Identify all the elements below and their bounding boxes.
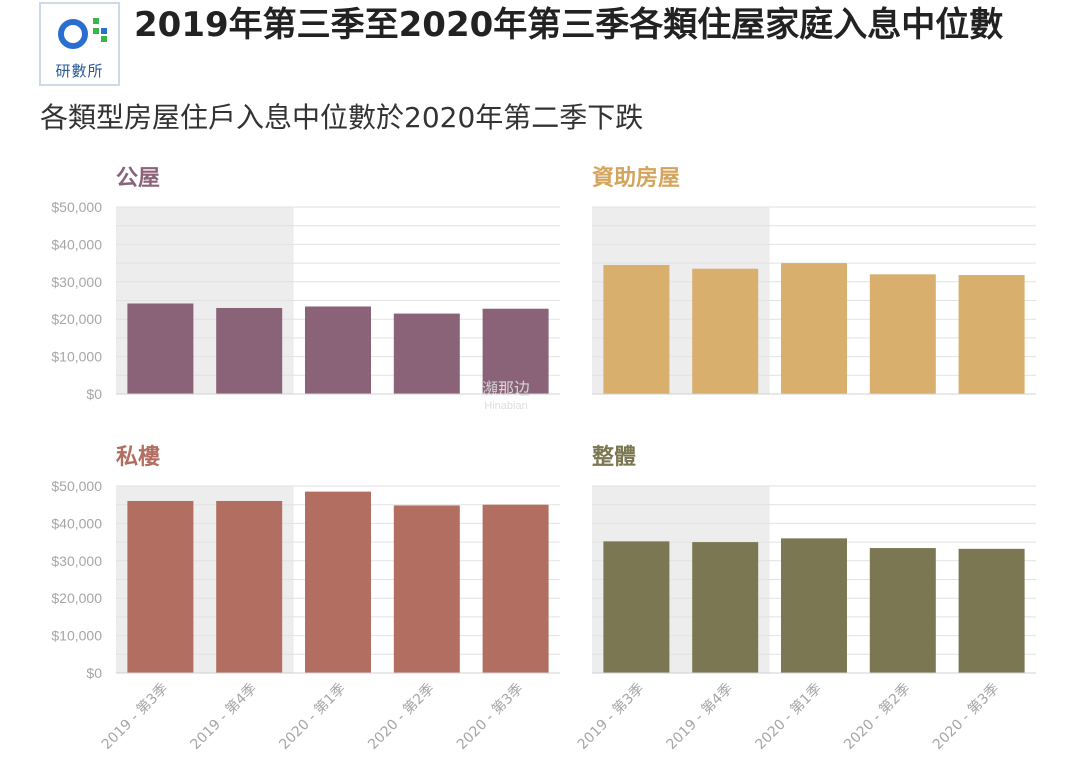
y-tick-label: $10,000 bbox=[51, 349, 102, 365]
bar bbox=[393, 505, 460, 673]
bar bbox=[869, 548, 936, 673]
y-tick-label: $0 bbox=[86, 665, 102, 681]
y-tick-label: $40,000 bbox=[51, 236, 102, 252]
x-tick-label: 2020 - 第1季 bbox=[752, 680, 825, 753]
y-tick-label: $30,000 bbox=[51, 553, 102, 569]
bar bbox=[781, 263, 847, 394]
x-tick-label: 2019 - 第3季 bbox=[98, 680, 171, 753]
bar bbox=[692, 542, 759, 673]
y-tick-label: $50,000 bbox=[51, 478, 102, 494]
bar bbox=[781, 538, 847, 673]
y-tick-label: $20,000 bbox=[51, 590, 102, 606]
bar bbox=[958, 548, 1025, 673]
x-tick-label: 2020 - 第1季 bbox=[276, 680, 349, 753]
x-tick-label: 2020 - 第3季 bbox=[453, 680, 526, 753]
bar bbox=[603, 264, 670, 394]
y-tick-label: $0 bbox=[86, 386, 102, 402]
chart-panel-3: $0 $10,000 $20,000 $30,000 $40,000 $50,000 私樓 2… bbox=[51, 445, 560, 753]
y-tick-label: $40,000 bbox=[51, 515, 102, 531]
watermark-subtext: Hinabian bbox=[484, 400, 527, 412]
bar bbox=[692, 268, 759, 394]
y-tick-label: $50,000 bbox=[51, 199, 102, 215]
y-tick-label: $10,000 bbox=[51, 628, 102, 644]
x-tick-label: 2020 - 第2季 bbox=[840, 680, 913, 753]
bar bbox=[216, 307, 283, 394]
logo-text: 研數所 bbox=[55, 62, 104, 80]
panel-title: 私樓 bbox=[116, 445, 160, 470]
bar bbox=[305, 491, 371, 673]
chart-panel-2: 資助房屋 bbox=[592, 165, 1036, 395]
y-tick-label: $20,000 bbox=[51, 311, 102, 327]
x-tick-label: 2019 - 第3季 bbox=[574, 680, 647, 753]
brand-logo: 研數所 bbox=[39, 2, 120, 86]
bar bbox=[482, 308, 549, 394]
page-subtitle: 各類型房屋住戶入息中位數於2020年第二季下跌 bbox=[40, 101, 644, 134]
bar bbox=[127, 303, 194, 394]
x-tick-label: 2019 - 第4季 bbox=[663, 680, 736, 753]
bar bbox=[869, 274, 936, 394]
bar bbox=[958, 275, 1025, 394]
y-tick-label: $30,000 bbox=[51, 274, 102, 290]
panel-title: 公屋 bbox=[116, 166, 160, 191]
bar bbox=[127, 500, 194, 673]
page-title: 2019年第三季至2020年第三季各類住屋家庭入息中位數 bbox=[134, 5, 1004, 45]
bar bbox=[305, 306, 371, 394]
bar bbox=[393, 313, 460, 394]
x-tick-label: 2020 - 第3季 bbox=[929, 680, 1002, 753]
watermark-text: 瀕那边 bbox=[482, 379, 530, 398]
panel-title: 整體 bbox=[592, 444, 636, 470]
bar bbox=[603, 541, 670, 673]
logo-icon bbox=[58, 18, 107, 49]
chart-panel-1: $0 $10,000 $20,000 $30,000 $40,000 $50,000 公屋 bbox=[51, 166, 560, 402]
x-tick-label: 2020 - 第2季 bbox=[364, 680, 437, 753]
panel-title: 資助房屋 bbox=[592, 165, 680, 191]
x-tick-label: 2019 - 第4季 bbox=[187, 680, 260, 753]
bar bbox=[216, 500, 283, 673]
bar bbox=[482, 504, 549, 673]
